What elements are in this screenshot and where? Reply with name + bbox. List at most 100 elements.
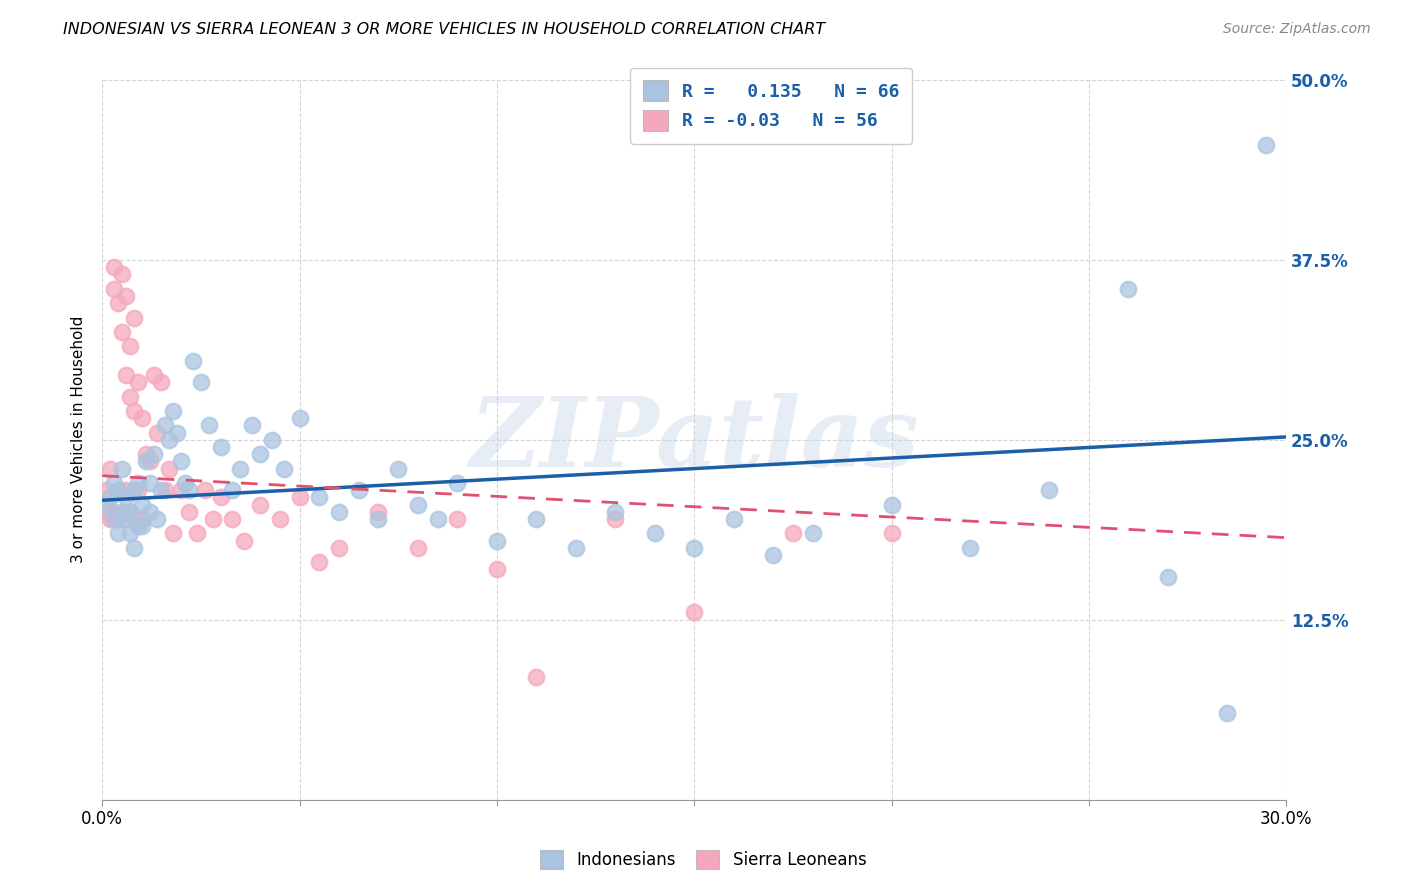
Point [308,491,330,505]
Point [115,512,138,526]
Point [644,526,666,541]
Point [150,376,173,390]
Point [146,512,169,526]
Point [131,519,153,533]
Point [801,526,824,541]
Point [170,454,193,468]
Point [209,440,232,454]
Point [138,505,160,519]
Point [240,418,263,433]
Text: Source: ZipAtlas.com: Source: ZipAtlas.com [1223,22,1371,37]
Point [565,541,588,555]
Point [118,505,141,519]
Point [142,368,165,382]
Point [111,268,134,282]
Point [605,505,627,519]
Point [122,404,145,418]
Point [249,498,271,512]
Point [131,498,153,512]
Point [122,512,145,526]
Point [135,447,157,461]
Legend: Indonesians, Sierra Leoneans: Indonesians, Sierra Leoneans [530,840,876,880]
Point [115,483,138,498]
Legend: R =   0.135   N = 66, R = -0.03   N = 56: R = 0.135 N = 66, R = -0.03 N = 56 [630,68,912,144]
Point [233,533,256,548]
Point [446,475,468,490]
Point [111,325,134,339]
Point [1038,483,1060,498]
Point [269,512,291,526]
Point [103,475,125,490]
Point [127,519,149,533]
Text: ZIPatlas: ZIPatlas [470,392,920,487]
Point [111,505,134,519]
Point [157,433,180,447]
Point [181,353,204,368]
Point [155,483,177,498]
Point [201,512,224,526]
Point [118,390,141,404]
Point [1118,282,1140,296]
Point [229,461,252,475]
Point [98,512,121,526]
Point [177,483,200,498]
Point [249,447,271,461]
Point [221,512,243,526]
Point [118,526,141,541]
Point [723,512,745,526]
Point [209,491,232,505]
Point [485,533,508,548]
Point [446,512,468,526]
Point [605,512,627,526]
Point [115,368,138,382]
Point [150,483,173,498]
Point [177,505,200,519]
Point [880,526,903,541]
Point [347,483,370,498]
Point [683,606,706,620]
Point [138,454,160,468]
Point [122,310,145,325]
Point [127,376,149,390]
Point [142,447,165,461]
Point [683,541,706,555]
Point [170,483,193,498]
Point [107,296,129,310]
Point [1216,706,1239,721]
Point [426,512,449,526]
Point [328,541,350,555]
Point [107,526,129,541]
Point [131,411,153,425]
Point [118,505,141,519]
Point [107,512,129,526]
Point [103,512,125,526]
Point [221,483,243,498]
Point [524,512,547,526]
Point [107,483,129,498]
Point [155,418,177,433]
Point [111,461,134,475]
Y-axis label: 3 or more Vehicles in Household: 3 or more Vehicles in Household [72,316,86,564]
Point [260,433,283,447]
Point [524,670,547,684]
Point [103,282,125,296]
Point [131,512,153,526]
Point [194,483,217,498]
Point [387,461,409,475]
Point [107,483,129,498]
Point [485,562,508,576]
Point [122,541,145,555]
Point [135,454,157,468]
Text: INDONESIAN VS SIERRA LEONEAN 3 OR MORE VEHICLES IN HOUSEHOLD CORRELATION CHART: INDONESIAN VS SIERRA LEONEAN 3 OR MORE V… [63,22,825,37]
Point [96,498,118,512]
Point [146,425,169,440]
Point [157,461,180,475]
Point [174,475,197,490]
Point [288,491,311,505]
Point [367,505,389,519]
Point [115,289,138,303]
Point [166,425,188,440]
Point [122,483,145,498]
Point [127,483,149,498]
Point [96,483,118,498]
